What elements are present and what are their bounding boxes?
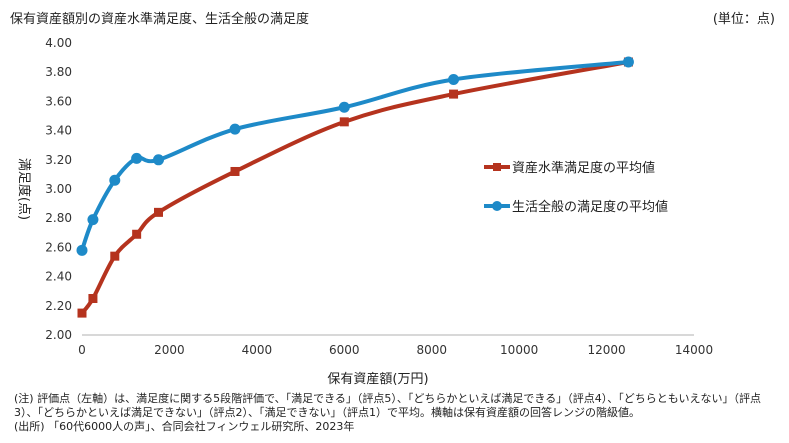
data-point (448, 74, 460, 85)
y-axis-label: 満足度(点) (16, 158, 32, 220)
data-point (154, 207, 163, 217)
y-tick-labels: 2.00 2.20 2.40 2.60 2.80 3.00 3.20 3.40 3.60 3.80… (45, 36, 72, 342)
legend-marker (493, 163, 501, 171)
legend-label: 生活全般の満足度の平均値 (512, 199, 668, 215)
legend-marker (492, 201, 502, 211)
y-tick-label: 2.20 (45, 299, 72, 313)
x-tick-label: 8000 (416, 343, 447, 357)
source-text: (出所) 「60代6000人の声」、合同会社フィンウェル研究所、2023年 (14, 420, 355, 433)
data-point (87, 214, 99, 226)
x-tick-label: 14000 (675, 343, 713, 357)
x-tick-labels: 0 2000 4000 6000 8000 10000 12000 14000 (78, 343, 713, 357)
series-1 (77, 57, 633, 318)
data-point (339, 117, 349, 127)
x-tick-label: 0 (78, 343, 86, 357)
data-point (338, 101, 350, 113)
y-tick-label: 3.20 (45, 153, 72, 167)
x-tick-label: 6000 (329, 343, 360, 357)
data-point (230, 166, 240, 176)
legend-item: 資産水準満足度の平均値 (484, 160, 655, 176)
data-point (109, 174, 121, 186)
series-line (80, 59, 631, 253)
data-point (622, 56, 634, 68)
legend-label: 資産水準満足度の平均値 (512, 160, 655, 176)
x-tick-label: 4000 (242, 343, 273, 357)
y-tick-label: 2.60 (45, 240, 72, 254)
legend-item: 生活全般の満足度の平均値 (484, 199, 668, 215)
data-point (110, 251, 120, 261)
data-point (77, 308, 87, 318)
y-tick-label: 2.00 (45, 328, 72, 342)
y-tick-label: 3.60 (45, 94, 72, 108)
chart-title: 保有資産額別の資産水準満足度、生活全般の満足度 (10, 12, 310, 27)
unit-label: (単位：点) (712, 12, 775, 27)
data-point (88, 294, 98, 303)
series-2 (76, 56, 634, 256)
note-text: (注) 評価点（左軸）は、満足度に関する5段階評価で、「満足できる」（評点5）、… (14, 392, 761, 419)
data-point (449, 89, 459, 99)
line-chart: 2.00 2.20 2.40 2.60 2.80 3.00 3.20 3.40 3.60 3.80… (16, 36, 713, 387)
x-tick-label: 2000 (154, 343, 185, 357)
data-point (132, 229, 142, 239)
y-tick-label: 3.00 (45, 182, 72, 196)
y-tick-label: 4.00 (45, 36, 72, 50)
footnotes: (注) 評価点（左軸）は、満足度に関する5段階評価で、「満足できる」（評点5）、… (14, 392, 779, 434)
series-line (80, 59, 631, 316)
series-group (76, 56, 634, 318)
x-tick-label: 10000 (500, 343, 538, 357)
y-tick-label: 3.80 (45, 65, 72, 79)
x-axis-label: 保有資産額(万円) (327, 371, 428, 387)
y-tick-label: 3.40 (45, 124, 72, 138)
y-tick-label: 2.80 (45, 211, 72, 225)
data-point (76, 244, 88, 256)
data-point (131, 152, 143, 164)
y-tick-label: 2.40 (45, 270, 72, 284)
x-tick-label: 12000 (587, 343, 625, 357)
data-point (229, 123, 241, 135)
data-point (153, 154, 164, 166)
